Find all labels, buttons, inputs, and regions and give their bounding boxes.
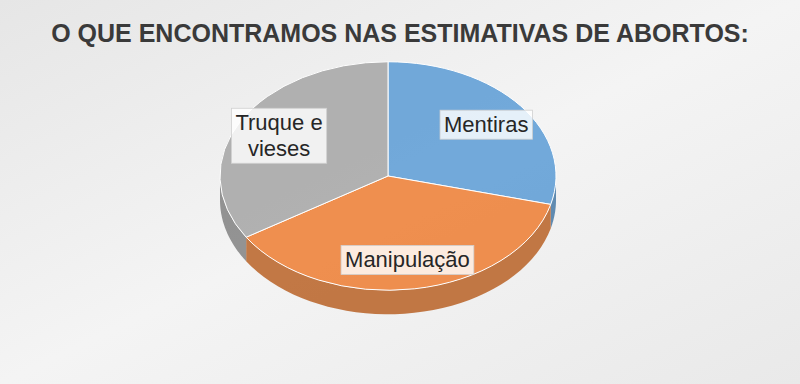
slice-label-text: Truque evieses: [235, 110, 322, 161]
slice-label: Truque evieses: [231, 108, 326, 163]
title: O QUE ENCONTRAMOS NAS ESTIMATIVAS DE ABO…: [51, 19, 749, 47]
slice: [220, 62, 388, 237]
slice-label-text: Manipulação: [345, 247, 470, 272]
pie-top: [220, 62, 556, 290]
slice-label: Mentiras: [440, 110, 532, 139]
pie: [220, 62, 556, 314]
slice-label: Manipulação: [341, 245, 474, 274]
label-box: [341, 245, 474, 274]
background: [0, 0, 800, 384]
slice-labels: Mentiras Manipulação Truque evieses: [231, 108, 532, 274]
slice-label-text: Mentiras: [444, 112, 528, 137]
label-line: Mentiras: [444, 112, 528, 137]
label-line: Manipulação: [345, 247, 470, 272]
label-box: [231, 108, 326, 163]
label-line: Truque e: [235, 110, 322, 135]
chart: O QUE ENCONTRAMOS NAS ESTIMATIVAS DE ABO…: [0, 0, 800, 384]
label-box: [440, 110, 532, 139]
label-line: vieses: [248, 136, 310, 161]
